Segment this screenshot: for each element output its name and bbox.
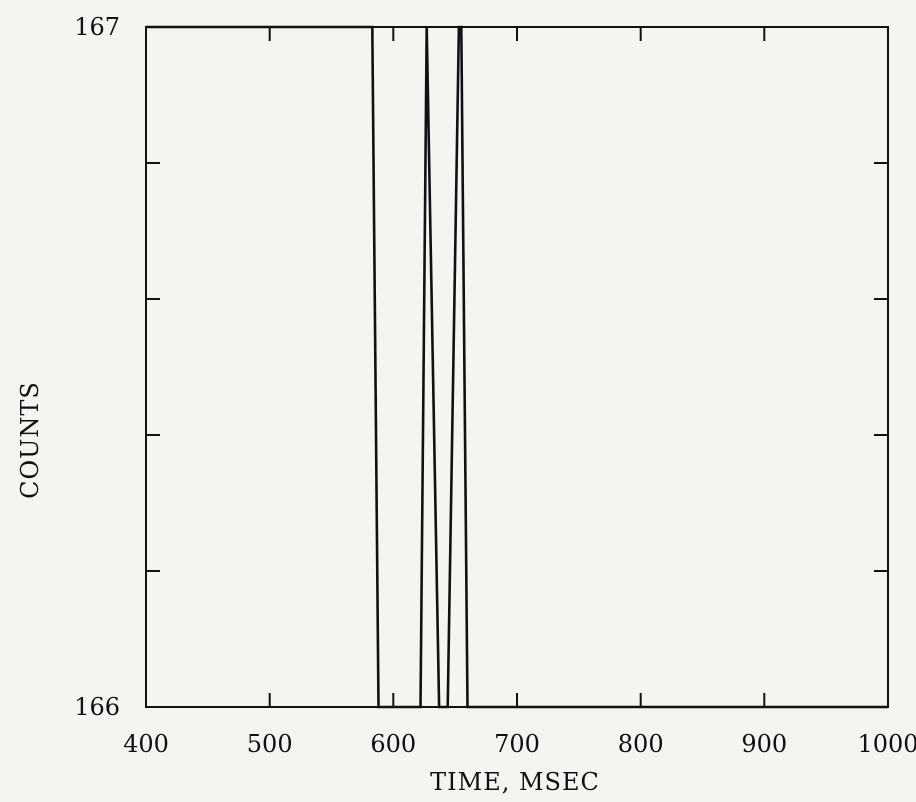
x-tick-label-0: 400 xyxy=(123,730,169,758)
plot-frame xyxy=(145,26,889,708)
series-line-0 xyxy=(146,25,888,709)
y-axis-ticks xyxy=(146,162,888,572)
x-tick-labels: 400 500 600 700 800 900 1000 xyxy=(123,730,916,758)
x-tick-label-3: 700 xyxy=(494,730,540,758)
data-series xyxy=(146,25,888,709)
y-axis-title: COUNTS xyxy=(16,381,44,499)
y-tick-labels: 166 167 xyxy=(74,13,120,721)
x-tick-label-2: 600 xyxy=(370,730,416,758)
y-tick-label-1: 167 xyxy=(74,13,120,41)
x-tick-label-4: 800 xyxy=(618,730,664,758)
x-axis-title: TIME, MSEC xyxy=(430,768,600,796)
x-tick-label-5: 900 xyxy=(741,730,787,758)
y-tick-label-0: 166 xyxy=(74,693,120,721)
x-tick-label-6: 1000 xyxy=(857,730,916,758)
x-tick-label-1: 500 xyxy=(247,730,293,758)
x-axis-ticks xyxy=(145,27,889,707)
